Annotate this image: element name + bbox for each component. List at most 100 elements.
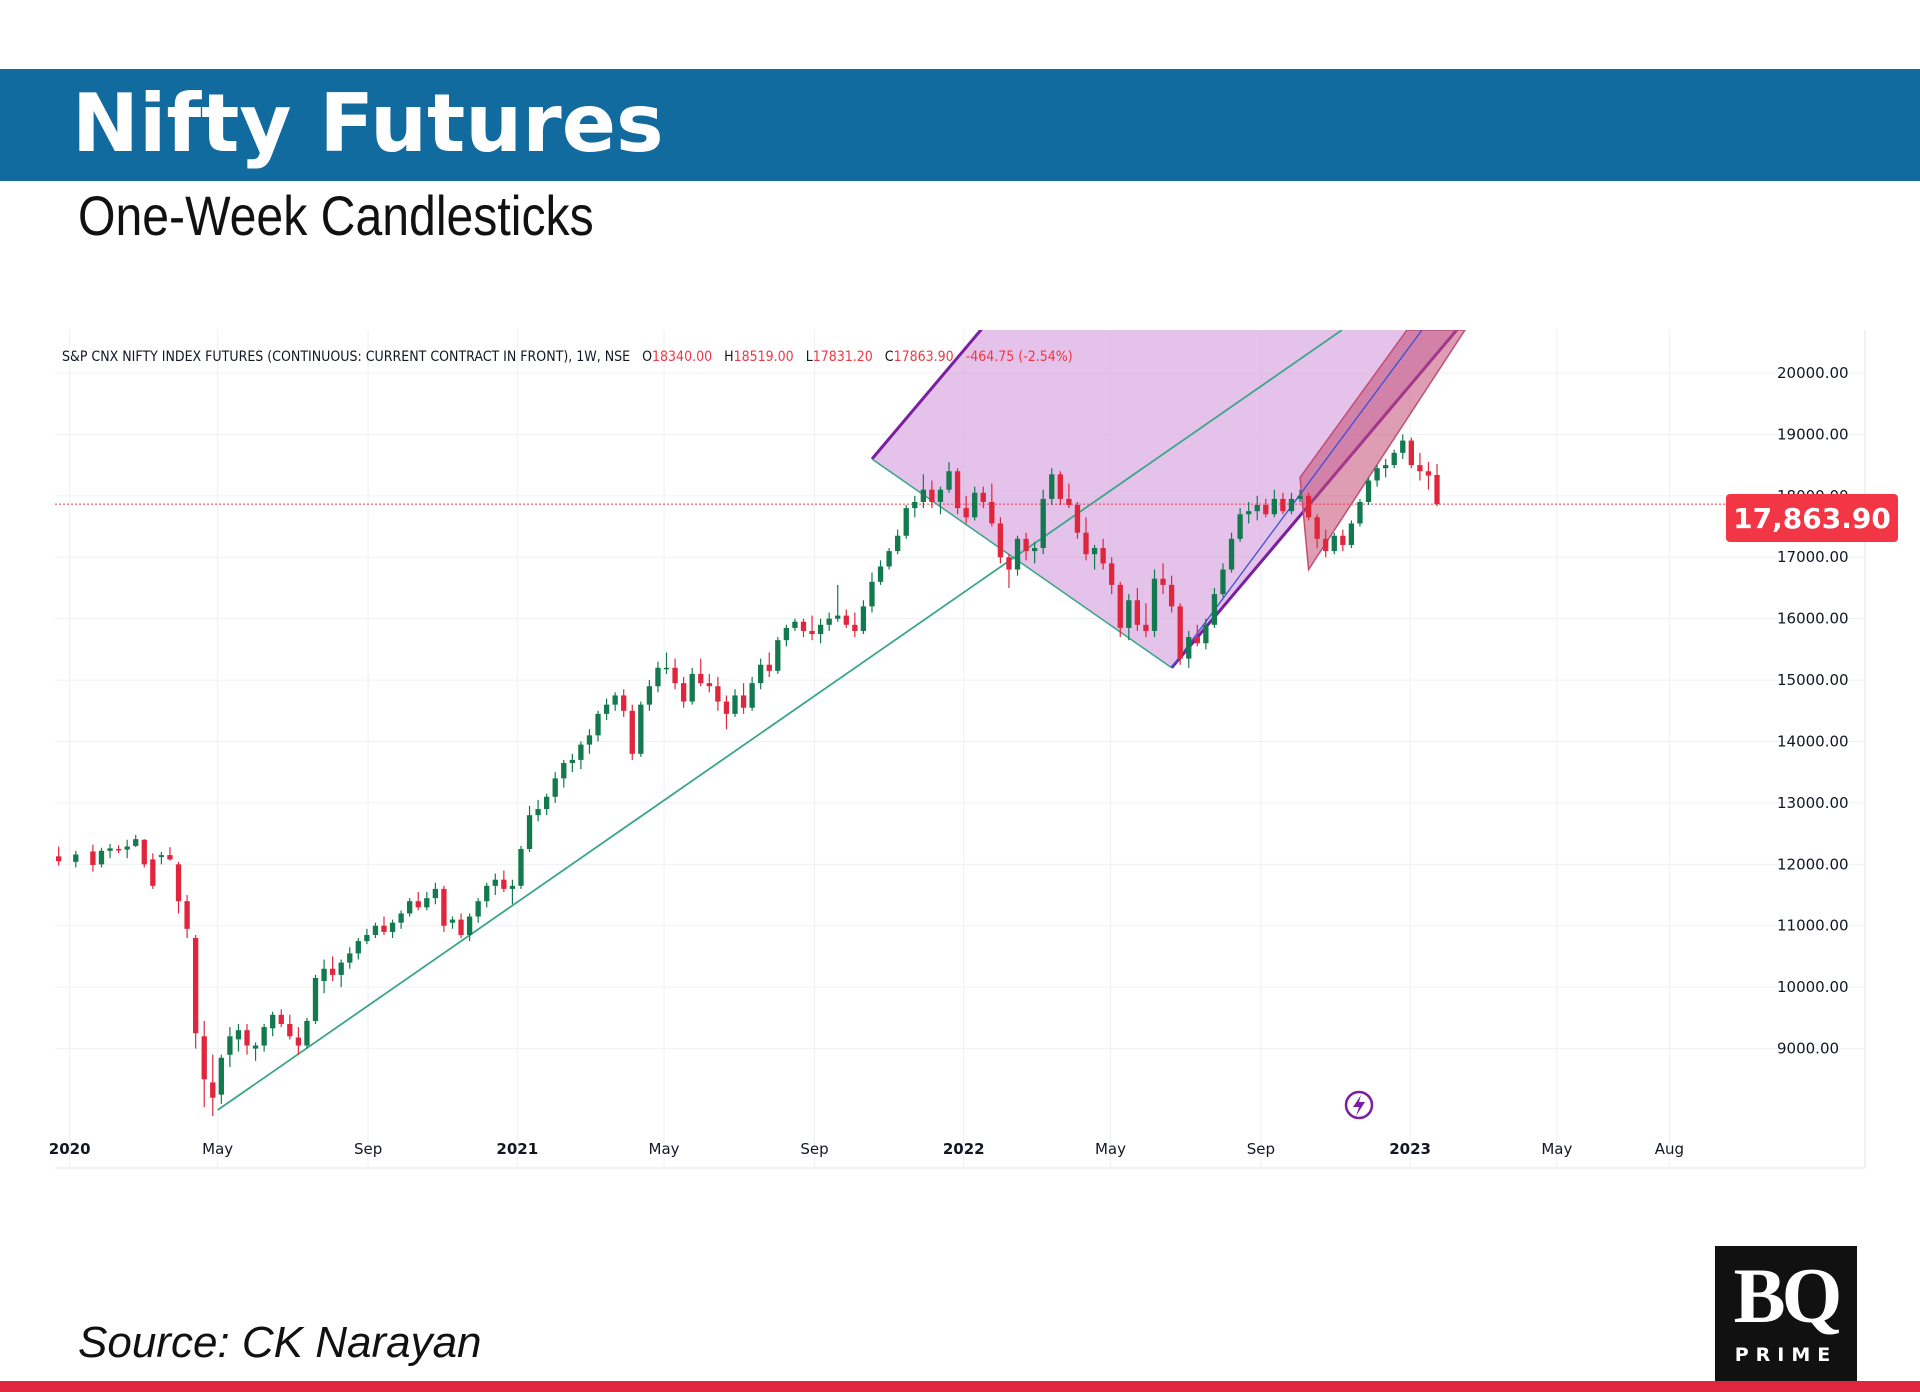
candle (749, 677, 755, 711)
candle (680, 677, 687, 708)
y-tick-label: 19000.00 (1777, 425, 1849, 443)
candle-body (432, 888, 439, 899)
candle (218, 1054, 224, 1104)
candle (73, 850, 79, 868)
candle (877, 560, 884, 585)
candle (783, 624, 790, 647)
candle (321, 959, 327, 994)
candle-body (1168, 584, 1175, 607)
candle (843, 609, 849, 628)
candle (98, 847, 105, 868)
candle-body (244, 1030, 250, 1046)
y-tick-label: 16000.00 (1777, 610, 1849, 628)
page-subtitle: One-Week Candlesticks (78, 184, 594, 247)
close-label: C (885, 349, 894, 365)
candle (1014, 535, 1021, 576)
candle (723, 695, 730, 730)
candle (1023, 532, 1029, 561)
candle (381, 916, 387, 935)
inner-channel (1299, 330, 1466, 572)
candle (663, 652, 670, 674)
candle-body (817, 624, 824, 635)
candle-body (321, 968, 327, 982)
candle (706, 673, 712, 693)
candle (1194, 624, 1200, 647)
chart-annotations (55, 330, 1726, 1111)
candle-body (1134, 600, 1141, 625)
page-title: Nifty Futures (72, 77, 664, 170)
candle (449, 916, 456, 929)
chart-symbol: S&P CNX NIFTY INDEX FUTURES (CONTINUOUS:… (62, 349, 630, 365)
candle (1168, 575, 1175, 613)
candle-body (603, 704, 610, 714)
candle (903, 505, 909, 539)
candle (1151, 569, 1158, 638)
candle (1331, 532, 1337, 555)
y-tick-label: 12000.00 (1777, 855, 1849, 873)
y-tick-label: 20000.00 (1777, 364, 1849, 382)
candle (946, 462, 952, 493)
candle-body (544, 796, 550, 810)
logo-wordmark: PRIME (1734, 1344, 1838, 1366)
candle (1288, 492, 1295, 515)
candle (1186, 630, 1192, 668)
open-value: 18340.00 (652, 349, 712, 365)
candle (372, 922, 379, 939)
candle (552, 772, 558, 803)
candle-body (535, 809, 541, 816)
candle (621, 689, 627, 717)
candle (398, 910, 404, 929)
candle-body (792, 621, 798, 628)
candle (424, 891, 430, 911)
candle (860, 600, 867, 635)
candle-body (1417, 465, 1423, 472)
candle (107, 844, 113, 859)
candle-body (1074, 505, 1081, 533)
high-value: 18519.00 (734, 349, 794, 365)
candle (1391, 449, 1397, 469)
candle (800, 618, 807, 638)
candle (1134, 587, 1141, 631)
high-label: H (724, 349, 733, 365)
candle-body (1365, 480, 1372, 502)
candle (561, 759, 567, 788)
candle-body (1425, 471, 1432, 476)
candle-body (561, 762, 567, 779)
candle-body (1040, 498, 1046, 549)
candle-body (1382, 465, 1389, 469)
candle (287, 1014, 293, 1040)
candle-body (252, 1045, 259, 1049)
candle (1374, 465, 1380, 487)
bottom-accent-bar (0, 1381, 1920, 1392)
candle (124, 839, 130, 859)
candle (1066, 483, 1072, 509)
candle (1211, 587, 1218, 628)
candle-body (1100, 548, 1106, 564)
candle-body (304, 1020, 310, 1046)
candle (1382, 458, 1389, 478)
pitchfork-channel (871, 330, 1457, 668)
candle (920, 474, 926, 509)
candle-body (509, 885, 516, 889)
candle (1049, 468, 1055, 506)
candle-body (484, 885, 490, 902)
candle-body (1297, 495, 1303, 499)
candle-body (1280, 498, 1286, 512)
candle (869, 572, 875, 613)
candle (484, 882, 490, 908)
candle-body (1186, 637, 1192, 659)
candle (980, 486, 986, 509)
candle (167, 847, 173, 861)
candle (312, 974, 319, 1025)
candle (355, 938, 361, 960)
candle-body (826, 618, 832, 625)
lightning-icon[interactable] (1344, 1090, 1374, 1120)
candle (826, 612, 832, 631)
candle-body (518, 848, 524, 886)
candle (603, 698, 610, 720)
low-value: 17831.20 (813, 349, 873, 365)
candle-body (783, 627, 790, 641)
candle-body (329, 968, 336, 975)
candle-body (586, 735, 593, 745)
candle-body (347, 953, 353, 963)
